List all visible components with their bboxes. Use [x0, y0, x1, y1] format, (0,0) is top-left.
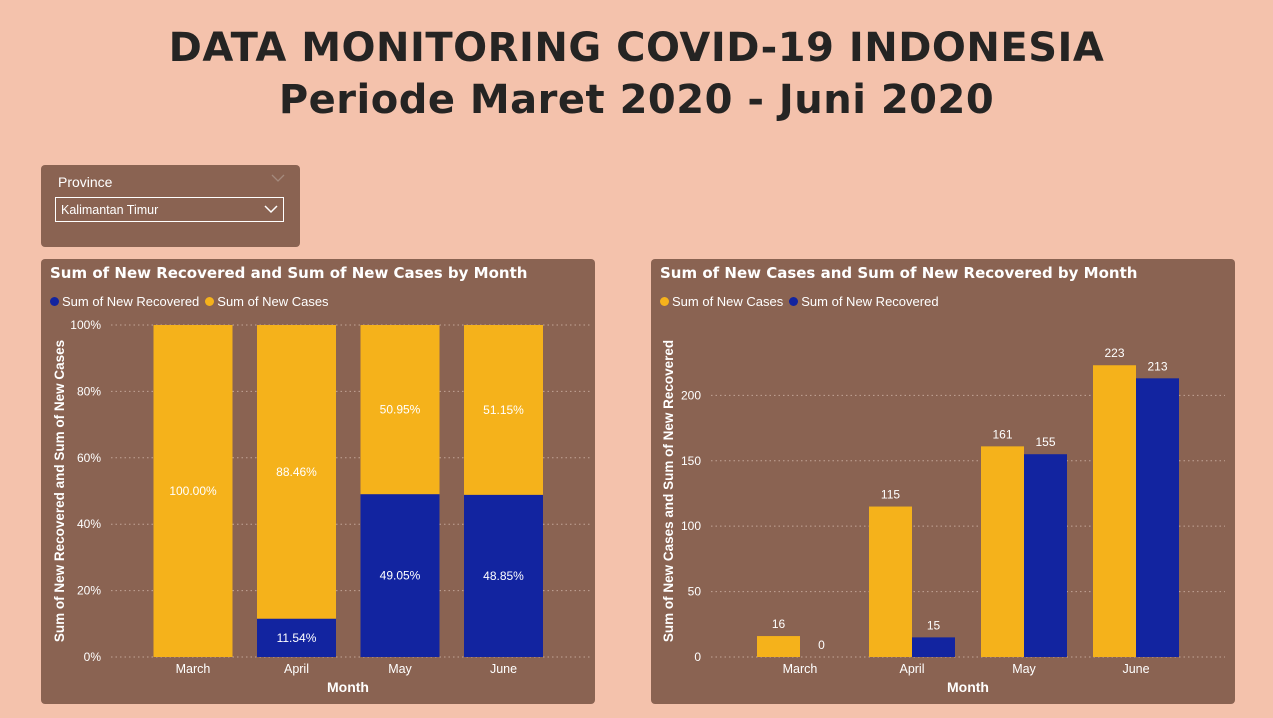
- data-label: 0: [818, 638, 825, 652]
- y-tick-label: 80%: [77, 384, 101, 398]
- x-tick-label: March: [176, 662, 211, 676]
- bar-segment: [360, 325, 440, 495]
- data-label: 155: [1035, 435, 1055, 449]
- y-tick-label: 100: [681, 519, 701, 533]
- bar: [1024, 454, 1067, 657]
- slicer-label: Province: [58, 174, 113, 190]
- bar-segment: [257, 618, 336, 657]
- bar: [912, 637, 955, 657]
- y-tick-label: 50: [688, 585, 702, 599]
- y-tick-label: 0%: [84, 650, 102, 664]
- legend-label: Sum of New Cases: [672, 294, 784, 309]
- y-tick-label: 100%: [70, 318, 101, 332]
- chart-title: Sum of New Cases and Sum of New Recovere…: [660, 264, 1138, 282]
- chart-title: Sum of New Recovered and Sum of New Case…: [50, 264, 528, 282]
- page-title: DATA MONITORING COVID-19 INDONESIA Perio…: [0, 22, 1273, 126]
- chart-legend: Sum of New Recovered Sum of New Cases: [50, 294, 335, 309]
- y-tick-label: 40%: [77, 517, 101, 531]
- bar-segment: [360, 494, 440, 657]
- data-label: 49.05%: [380, 569, 421, 583]
- stacked-percent-bar-chart: 0% 20% 40% 60% 80% 100% 100.00% March 11.54% 88.4…: [52, 318, 591, 695]
- data-label: 50.95%: [380, 403, 421, 417]
- province-dropdown-value: Kalimantan Timur: [61, 203, 159, 217]
- legend-item[interactable]: Sum of New Recovered: [789, 294, 939, 309]
- bar: [1093, 365, 1136, 657]
- clustered-bar-chart-panel[interactable]: Sum of New Cases and Sum of New Recovere…: [651, 259, 1235, 704]
- legend-item[interactable]: Sum of New Cases: [660, 294, 783, 309]
- data-label: 16: [772, 617, 786, 631]
- chevron-down-icon[interactable]: [271, 173, 285, 183]
- data-label: 51.15%: [483, 403, 524, 417]
- bar-segment: [257, 325, 336, 619]
- x-tick-label: May: [388, 662, 412, 676]
- clustered-bar-chart: 050100150200160March11515April161155May2…: [661, 340, 1225, 695]
- legend-dot: [205, 297, 215, 306]
- bar-segment: [464, 325, 543, 495]
- x-tick-label: May: [1012, 662, 1036, 676]
- dropdown-chevron-icon: [264, 205, 278, 214]
- legend-item[interactable]: Sum of New Cases: [205, 294, 329, 309]
- data-label: 100.00%: [169, 484, 217, 498]
- bar-segment: [464, 494, 543, 657]
- data-label: 161: [992, 427, 1012, 441]
- x-axis-title: Month: [327, 679, 369, 695]
- data-label: 88.46%: [276, 465, 317, 479]
- x-tick-label: April: [284, 662, 309, 676]
- legend-label: Sum of New Cases: [217, 294, 329, 309]
- page-title-line-2: Periode Maret 2020 - Juni 2020: [278, 77, 995, 123]
- data-label: 213: [1147, 359, 1167, 373]
- y-tick-label: 60%: [77, 451, 101, 465]
- x-axis-title: Month: [947, 679, 989, 695]
- bar: [1136, 378, 1179, 657]
- y-tick-label: 0: [694, 650, 701, 664]
- data-label: 223: [1104, 346, 1124, 360]
- legend-item[interactable]: Sum of New Recovered: [50, 294, 199, 309]
- legend-dot: [789, 297, 799, 306]
- data-label: 115: [881, 488, 900, 502]
- bar-segment: [153, 325, 233, 657]
- page-title-line-1: DATA MONITORING COVID-19 INDONESIA: [168, 25, 1105, 71]
- y-tick-label: 200: [681, 388, 701, 402]
- bar: [757, 636, 800, 657]
- bar: [869, 506, 912, 657]
- x-tick-label: April: [899, 662, 924, 676]
- bar: [981, 446, 1024, 657]
- legend-label: Sum of New Recovered: [801, 294, 939, 309]
- y-axis-title: Sum of New Recovered and Sum of New Case…: [52, 340, 67, 642]
- province-slicer: Province Kalimantan Timur: [41, 165, 300, 247]
- legend-label: Sum of New Recovered: [62, 294, 200, 309]
- x-tick-label: June: [490, 662, 517, 676]
- data-label: 15: [927, 618, 941, 632]
- stacked-percent-chart-panel[interactable]: Sum of New Recovered and Sum of New Case…: [41, 259, 595, 704]
- legend-dot: [50, 297, 59, 306]
- data-label: 11.54%: [277, 631, 317, 645]
- y-axis-title: Sum of New Cases and Sum of New Recovere…: [661, 340, 676, 642]
- province-dropdown[interactable]: Kalimantan Timur: [55, 197, 284, 222]
- data-label: 48.85%: [483, 569, 524, 583]
- x-tick-label: March: [783, 662, 818, 676]
- legend-dot: [660, 297, 669, 306]
- y-tick-label: 150: [681, 454, 701, 468]
- y-tick-label: 20%: [77, 584, 101, 598]
- x-tick-label: June: [1122, 662, 1149, 676]
- chart-legend: Sum of New Cases Sum of New Recovered: [660, 294, 945, 309]
